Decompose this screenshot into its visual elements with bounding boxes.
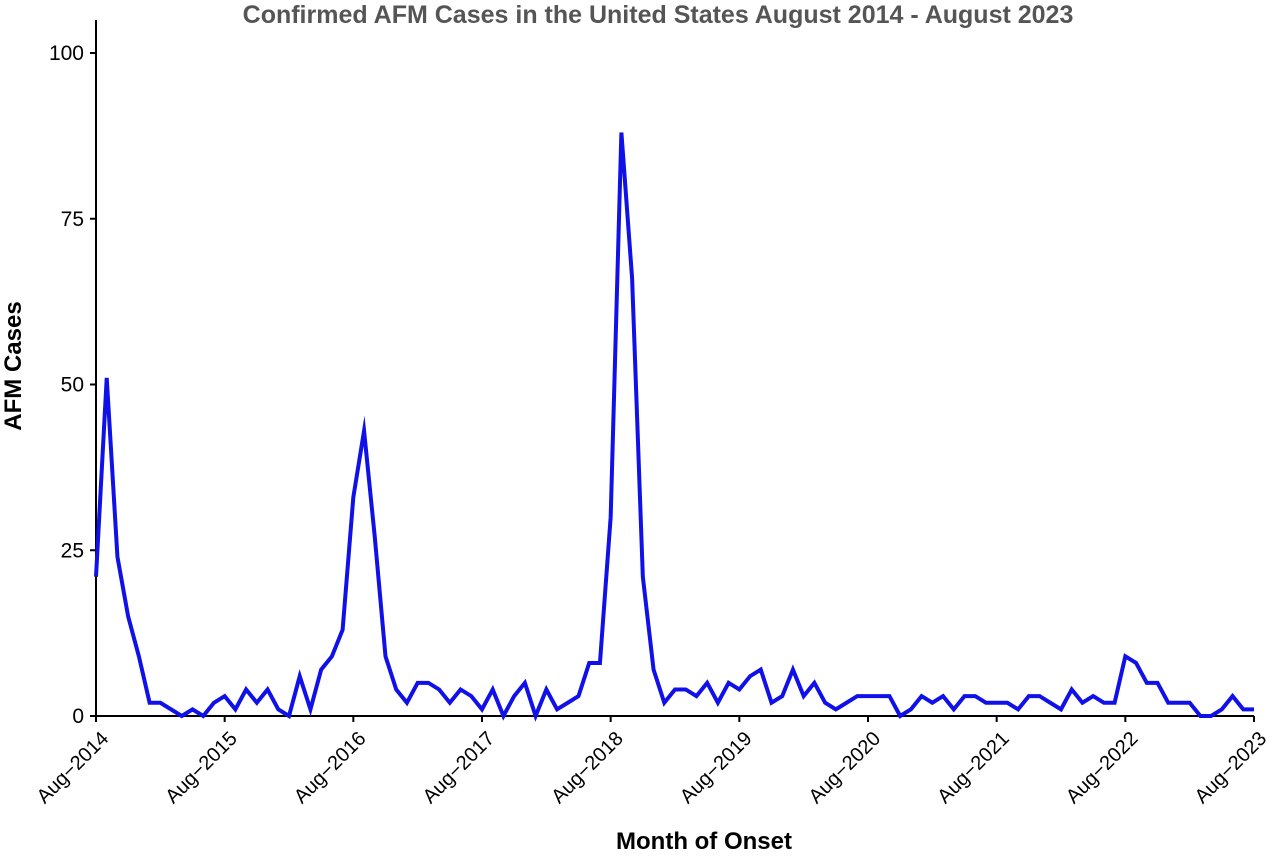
series-line: [94, 132, 1254, 722]
x-tick-label: Aug−2019: [676, 728, 756, 808]
chart-title: Confirmed AFM Cases in the United States…: [242, 1, 1074, 29]
x-tick-label: Aug−2022: [1062, 728, 1142, 808]
x-tick-label: Aug−2017: [419, 728, 499, 808]
y-tick-label: 0: [72, 705, 84, 728]
x-tick-label: Aug−2021: [933, 728, 1013, 808]
y-tick-label: 75: [61, 208, 84, 231]
x-tick-label: Aug−2015: [161, 728, 241, 808]
x-tick-label: Aug−2018: [547, 728, 627, 808]
x-tick-label: Aug−2023: [1191, 728, 1271, 808]
x-tick-label: Aug−2016: [290, 728, 370, 808]
y-tick-label: 25: [61, 539, 84, 562]
x-axis-title: Month of Onset: [616, 828, 792, 855]
y-tick-label: 50: [61, 374, 84, 397]
y-tick-label: 100: [49, 42, 84, 65]
x-tick-label: Aug−2020: [805, 728, 885, 808]
x-tick-label: Aug−2014: [33, 728, 113, 808]
